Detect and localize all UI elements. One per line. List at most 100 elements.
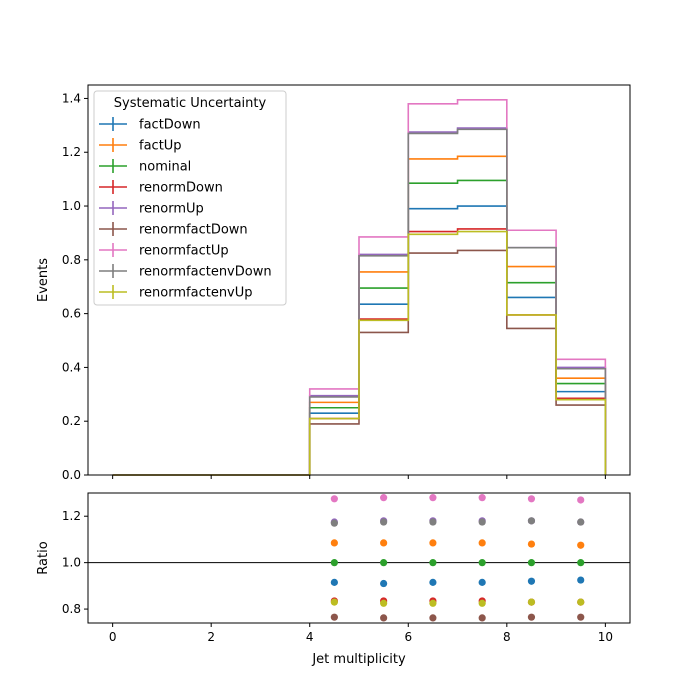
ratio-point xyxy=(527,613,536,621)
legend-item-renormfactenvDown: renormfactenvDown xyxy=(99,264,272,280)
ratio-point xyxy=(577,576,585,584)
legend-item-factDown: factDown xyxy=(99,117,201,133)
main-y-tick-label: 0.0 xyxy=(62,468,81,482)
ratio-point xyxy=(330,539,338,547)
ratio-point xyxy=(330,519,338,527)
ratio-point xyxy=(577,541,585,549)
x-tick-label: 0 xyxy=(109,630,117,644)
x-tick-label: 10 xyxy=(598,630,613,644)
legend-items: factDown factUp nominal renormDown renormUp r… xyxy=(99,117,272,301)
ratio-point xyxy=(478,518,486,526)
ratio-point xyxy=(577,518,585,526)
main-y-tick-label: 0.4 xyxy=(62,360,81,374)
ratio-point xyxy=(577,559,585,567)
legend-label: renormfactDown xyxy=(139,223,248,238)
ratio-point xyxy=(527,495,536,503)
ratio-point xyxy=(577,613,585,621)
legend-item-renormUp: renormUp xyxy=(99,201,204,217)
legend-box xyxy=(93,90,287,306)
ratio-point xyxy=(380,559,388,567)
legend-label: renormUp xyxy=(139,202,204,217)
ratio-point xyxy=(478,614,486,622)
legend-label: renormfactUp xyxy=(139,244,229,259)
legend-label: renormDown xyxy=(139,181,223,196)
ratio-points-group xyxy=(330,494,585,622)
main-axes-frame xyxy=(87,84,631,476)
legend-item-renormfactUp: renormfactUp xyxy=(99,243,229,259)
legend-label: factDown xyxy=(139,118,201,133)
x-tick-label: 6 xyxy=(404,630,412,644)
ratio-point xyxy=(577,598,585,606)
legend-label: factUp xyxy=(139,139,182,154)
x-axis-label: Jet multiplicity xyxy=(311,652,406,667)
ratio-point xyxy=(330,495,338,503)
ratio-plot-area xyxy=(88,493,630,623)
ratio-point xyxy=(380,614,388,622)
main-y-tick-label: 0.6 xyxy=(62,307,81,321)
legend-item-renormDown: renormDown xyxy=(99,180,223,196)
ratio-point xyxy=(429,559,437,567)
main-y-tick-label: 1.0 xyxy=(62,199,81,213)
ratio-point xyxy=(429,518,437,526)
ratio-panel: 0.8 1.0 1.2 0 2 4 6 8 10 Ratio Jet multiplicity xyxy=(36,492,631,667)
x-tick-label: 4 xyxy=(306,630,314,644)
ratio-point xyxy=(478,539,486,547)
ratio-point xyxy=(429,578,437,586)
ratio-series-renormfactUp xyxy=(330,494,585,504)
legend-label: nominal xyxy=(139,160,191,175)
ratio-point xyxy=(527,598,536,606)
main-y-tick-label: 0.2 xyxy=(62,414,81,428)
legend-title: Systematic Uncertainty xyxy=(114,96,267,111)
ratio-point xyxy=(429,614,437,622)
main-panel: 0.0 0.2 0.4 0.6 0.8 1.0 1.2 1.4 Events Systemat… xyxy=(36,84,631,482)
ratio-series-factUp xyxy=(330,539,585,549)
legend-label: renormfactenvUp xyxy=(139,286,253,301)
main-y-axis-label: Events xyxy=(36,258,51,302)
ratio-point xyxy=(380,599,388,607)
main-y-tick-label: 1.2 xyxy=(62,145,81,159)
ratio-x-ticks: 0 2 4 6 8 10 xyxy=(109,623,613,644)
ratio-series-renormfactenvDown xyxy=(330,517,585,527)
ratio-series-renormfactenvUp xyxy=(330,598,585,607)
main-x-ticks xyxy=(112,475,606,479)
ratio-point xyxy=(429,539,437,547)
legend-label: renormfactenvDown xyxy=(139,265,272,280)
legend-item-renormfactenvUp: renormfactenvUp xyxy=(99,285,253,301)
ratio-point xyxy=(527,540,536,548)
ratio-series-nominal xyxy=(330,559,585,567)
ratio-point xyxy=(330,598,338,606)
main-y-ticks: 0.0 0.2 0.4 0.6 0.8 1.0 1.2 1.4 xyxy=(62,91,88,482)
main-y-tick-label: 0.8 xyxy=(62,253,81,267)
ratio-point xyxy=(380,518,388,526)
ratio-point xyxy=(478,559,486,567)
ratio-point xyxy=(429,599,437,607)
legend-item-renormfactDown: renormfactDown xyxy=(99,222,248,238)
main-y-tick-label: 1.4 xyxy=(62,91,81,105)
ratio-point xyxy=(380,539,388,547)
ratio-y-tick-label: 1.0 xyxy=(62,556,81,570)
ratio-y-axis-label: Ratio xyxy=(36,541,51,574)
ratio-point xyxy=(380,579,388,588)
ratio-point xyxy=(330,578,338,586)
ratio-point xyxy=(527,577,536,585)
ratio-point xyxy=(478,494,486,502)
ratio-point xyxy=(478,599,486,607)
ratio-axes-frame xyxy=(87,492,631,624)
ratio-y-tick-label: 0.8 xyxy=(62,602,81,616)
x-tick-label: 8 xyxy=(503,630,511,644)
ratio-point xyxy=(330,559,338,567)
legend-item-nominal: nominal xyxy=(99,159,191,175)
ratio-y-ticks: 0.8 1.0 1.2 xyxy=(62,509,88,616)
legend: Systematic Uncertainty factDown factUp nom… xyxy=(93,90,287,306)
ratio-series-factDown xyxy=(330,576,585,588)
x-tick-label: 2 xyxy=(207,630,215,644)
ratio-point xyxy=(527,559,536,567)
ratio-point xyxy=(380,494,388,502)
ratio-series-renormfactDown xyxy=(330,613,585,622)
ratio-point xyxy=(330,613,338,621)
ratio-point xyxy=(478,578,486,586)
ratio-y-tick-label: 1.2 xyxy=(62,509,81,523)
ratio-point xyxy=(429,494,437,502)
ratio-point xyxy=(577,496,585,504)
